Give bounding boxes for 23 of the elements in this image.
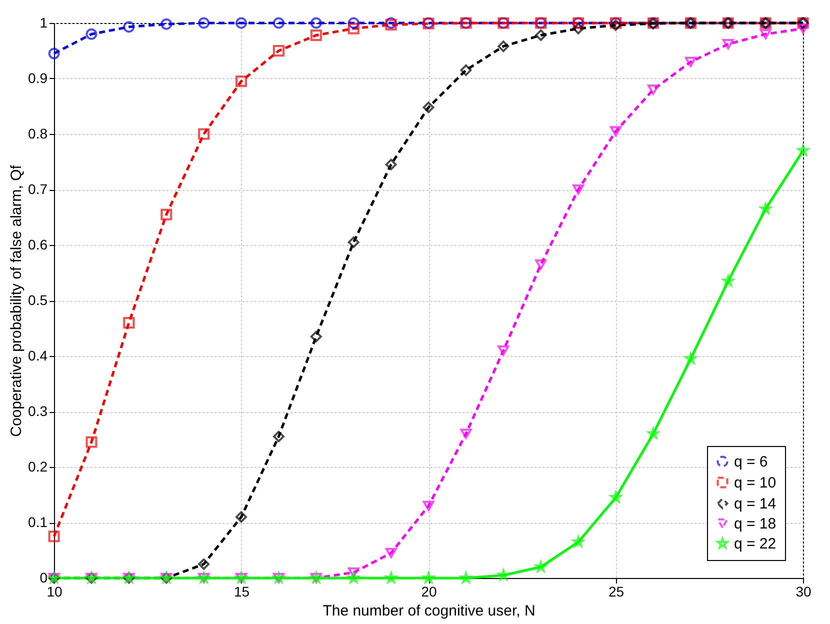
legend-label: q = 18	[734, 516, 776, 532]
y-axis-title: Cooperative probability of false alarm, Qf	[8, 164, 26, 437]
y-tick-label: 0.1	[28, 514, 48, 530]
x-tick-label: 15	[234, 584, 250, 600]
y-tick-label: 0.6	[28, 236, 48, 252]
legend-label: q = 14	[734, 496, 776, 512]
x-tick-label: 20	[421, 584, 437, 600]
y-tick-label: 0.3	[28, 403, 48, 419]
x-tick-label: 10	[46, 584, 62, 600]
y-tick-label: 1	[40, 14, 48, 30]
y-tick-label: 0.8	[28, 126, 48, 142]
y-tick-label: 0	[40, 570, 48, 586]
y-tick-label: 0.9	[28, 70, 48, 86]
legend-label: q = 6	[734, 454, 768, 470]
y-tick-label: 0.5	[28, 292, 48, 308]
x-axis-title: The number of cognitive user, N	[322, 602, 536, 620]
x-tick-label: 30	[796, 584, 812, 600]
y-tick-label: 0.7	[28, 181, 48, 197]
x-tick-label: 25	[608, 584, 624, 600]
y-tick-label: 0.2	[28, 458, 48, 474]
legend-label: q = 22	[734, 536, 776, 552]
legend-label: q = 10	[734, 474, 776, 492]
y-tick-label: 0.4	[28, 348, 48, 364]
